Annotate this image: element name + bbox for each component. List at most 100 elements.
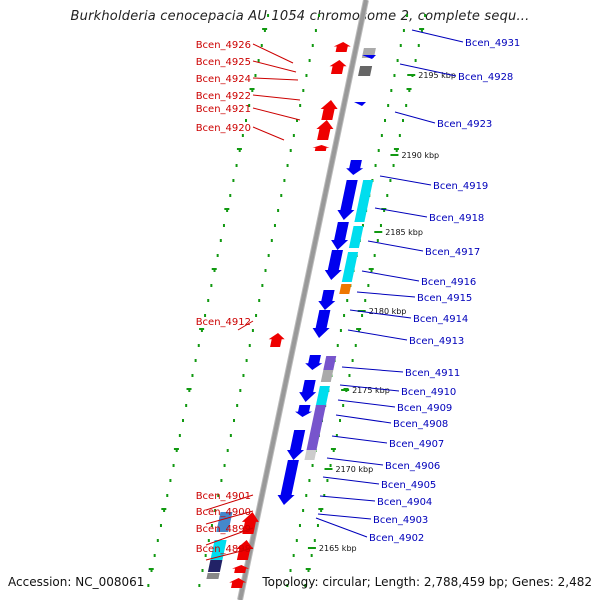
guide-dot-0	[238, 149, 241, 152]
guide-dot-0	[219, 239, 222, 242]
guide-dot-0	[175, 449, 178, 452]
guide-dot-1	[248, 344, 251, 347]
right-gene-label: Bcen_4931	[465, 38, 520, 49]
guide-dot-0	[207, 299, 210, 302]
guide-dot-0	[229, 194, 232, 197]
guide-dot-0	[159, 524, 162, 527]
left-gene-label: Bcen_4899	[196, 524, 251, 535]
guide-dot-1	[299, 104, 302, 107]
right-gene-label: Bcen_4911	[405, 368, 460, 379]
right-label-line	[394, 111, 436, 124]
reverse-gene-mark	[354, 102, 366, 106]
guide-dot-0	[182, 419, 185, 422]
backbone	[238, 0, 368, 600]
guide-dot-1	[283, 179, 286, 182]
right-gene-label: Bcen_4919	[433, 181, 488, 192]
guide-dot-3	[310, 554, 313, 557]
guide-dot-0	[260, 44, 263, 47]
right-gene-label: Bcen_4904	[377, 497, 432, 508]
guide-dot-3	[370, 269, 373, 272]
guide-dash-1	[419, 28, 425, 30]
guide-dot-1	[236, 404, 239, 407]
guide-dot-0	[222, 224, 225, 227]
guide-dot-1	[204, 554, 207, 557]
guide-dot-0	[254, 74, 257, 77]
guide-dot-1	[201, 569, 204, 572]
guide-dot-1	[270, 239, 273, 242]
guide-dot-2	[361, 224, 364, 227]
guide-dot-2	[336, 344, 339, 347]
guide-dot-1	[198, 584, 201, 587]
guide-dot-1	[220, 479, 223, 482]
forward-gene-arrow	[312, 145, 330, 151]
guide-dot-1	[233, 419, 236, 422]
guide-dot-2	[387, 104, 390, 107]
guide-dot-2	[298, 524, 301, 527]
right-gene-label: Bcen_4915	[417, 293, 472, 304]
feature-box	[207, 560, 223, 572]
guide-dot-1	[242, 374, 245, 377]
guide-dot-2	[308, 479, 311, 482]
feature-box	[306, 405, 326, 450]
guide-dot-2	[302, 509, 305, 512]
guide-dot-3	[307, 569, 310, 572]
feature-box	[354, 180, 374, 222]
guide-dash-0	[148, 568, 154, 570]
guide-dot-0	[257, 59, 260, 62]
right-label-line	[356, 291, 416, 298]
reverse-gene-arrow	[346, 160, 364, 175]
left-label-line	[205, 547, 254, 561]
guide-dot-2	[380, 134, 383, 137]
feature-box	[341, 252, 359, 282]
scale-tick-label: 2180 kbp	[369, 307, 407, 316]
guide-dot-0	[263, 29, 266, 32]
guide-dot-1	[292, 134, 295, 137]
guide-dot-3	[335, 434, 338, 437]
guide-dot-1	[229, 434, 232, 437]
guide-dot-3	[323, 494, 326, 497]
right-gene-label: Bcen_4907	[389, 439, 444, 450]
forward-gene-arrow	[320, 100, 338, 120]
guide-dot-3	[417, 44, 420, 47]
guide-dot-0	[200, 329, 203, 332]
forward-gene-arrow	[333, 42, 351, 52]
guide-dot-1	[289, 149, 292, 152]
guide-dot-0	[267, 14, 270, 17]
right-label-line	[349, 309, 412, 319]
right-gene-label: Bcen_4906	[385, 461, 440, 472]
right-label-line	[315, 517, 368, 538]
guide-dot-3	[373, 254, 376, 257]
left-gene-label: Bcen_4900	[196, 507, 251, 518]
guide-dot-1	[305, 74, 308, 77]
reverse-gene-arrow	[295, 405, 313, 417]
right-label-line	[335, 414, 392, 424]
guide-dash-0	[211, 268, 217, 270]
left-gene-label: Bcen_4926	[196, 40, 251, 51]
right-label-line	[399, 63, 457, 77]
guide-dot-0	[156, 539, 159, 542]
guide-dot-3	[342, 404, 345, 407]
reverse-gene-arrow	[331, 222, 349, 250]
right-gene-label: Bcen_4902	[369, 533, 424, 544]
guide-dot-0	[232, 179, 235, 182]
guide-dot-3	[304, 584, 307, 587]
left-label-line	[252, 43, 294, 64]
guide-dot-0	[251, 89, 254, 92]
guide-dot-3	[398, 134, 401, 137]
feature-box	[304, 450, 317, 460]
left-label-line	[252, 107, 301, 121]
right-label-line	[331, 435, 388, 444]
guide-dot-2	[289, 569, 292, 572]
guide-dot-3	[348, 374, 351, 377]
guide-dot-3	[357, 329, 360, 332]
guide-dot-2	[286, 584, 289, 587]
feature-box	[323, 356, 337, 370]
guide-dot-3	[364, 299, 367, 302]
guide-dot-3	[376, 239, 379, 242]
right-gene-label: Bcen_4928	[458, 72, 513, 83]
guide-dot-3	[361, 314, 364, 317]
guide-dash-1	[368, 268, 374, 270]
forward-gene-arrow	[241, 512, 259, 534]
right-label-line	[411, 29, 464, 43]
